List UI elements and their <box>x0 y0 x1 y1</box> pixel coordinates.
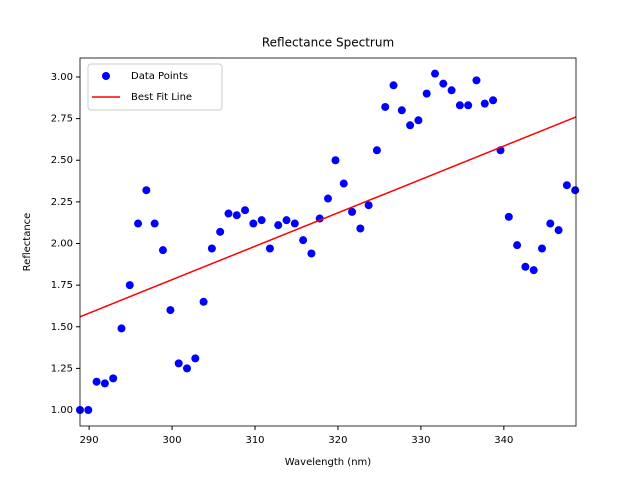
x-tick-label: 340 <box>494 435 513 446</box>
data-point <box>290 219 299 228</box>
data-point <box>100 379 109 388</box>
data-point <box>480 99 489 108</box>
data-point <box>84 406 93 415</box>
data-point <box>381 102 390 111</box>
data-point <box>439 79 448 88</box>
data-point <box>232 211 241 220</box>
data-point <box>174 359 183 368</box>
data-point <box>199 297 208 306</box>
y-tick-label: 2.25 <box>51 197 73 208</box>
data-point <box>117 324 126 333</box>
x-axis-label: Wavelength (nm) <box>285 457 371 468</box>
fit-line <box>80 116 576 318</box>
data-point <box>307 249 316 258</box>
chart-title: Reflectance Spectrum <box>262 36 394 50</box>
legend-label: Data Points <box>131 71 188 82</box>
data-point <box>92 377 101 386</box>
data-point <box>356 224 365 233</box>
data-point <box>554 226 563 235</box>
data-point <box>529 266 538 275</box>
data-point <box>430 69 439 78</box>
legend-label: Best Fit Line <box>131 92 192 103</box>
data-point <box>546 219 555 228</box>
data-point <box>489 96 498 105</box>
y-tick-label: 2.00 <box>51 238 73 249</box>
data-point <box>182 364 191 373</box>
y-tick-label: 1.00 <box>51 405 73 416</box>
x-tick-label: 300 <box>163 435 182 446</box>
data-point <box>324 194 332 203</box>
x-tick-label: 290 <box>80 435 99 446</box>
data-point <box>513 241 522 250</box>
data-point <box>331 156 340 165</box>
data-point <box>134 219 143 228</box>
data-point <box>142 186 151 195</box>
data-point <box>282 216 291 225</box>
y-axis-label: Reflectance <box>22 213 33 272</box>
y-tick-label: 1.25 <box>51 363 73 374</box>
legend-swatch <box>102 72 110 80</box>
data-point <box>191 354 200 363</box>
data-point <box>537 244 546 253</box>
data-point <box>372 146 381 155</box>
data-point <box>265 244 274 253</box>
data-point <box>224 209 233 218</box>
y-tick-label: 2.50 <box>51 155 73 166</box>
data-point <box>389 81 398 90</box>
data-point <box>348 207 357 216</box>
data-point <box>455 101 464 110</box>
y-tick-label: 3.00 <box>51 72 73 83</box>
x-tick-label: 310 <box>245 435 264 446</box>
data-point <box>406 121 415 130</box>
data-point <box>257 216 266 225</box>
data-point <box>504 212 513 221</box>
x-tick-label: 330 <box>411 435 430 446</box>
data-point <box>249 219 258 228</box>
data-point <box>216 227 225 236</box>
data-point <box>207 244 216 253</box>
x-tick-label: 320 <box>328 435 347 446</box>
data-point <box>109 374 118 383</box>
data-point <box>414 116 423 125</box>
data-point <box>339 179 348 188</box>
y-tick-label: 1.75 <box>51 280 73 291</box>
data-point <box>472 76 481 85</box>
plot-frame <box>79 57 577 427</box>
data-point <box>571 186 580 195</box>
y-tick-label: 2.75 <box>51 114 73 125</box>
data-point <box>562 181 571 190</box>
data-point <box>241 206 250 215</box>
y-tick-label: 1.50 <box>51 322 73 333</box>
data-point <box>364 201 373 210</box>
data-point <box>150 219 159 228</box>
data-point <box>299 236 308 245</box>
data-point <box>464 101 473 110</box>
data-point <box>274 221 283 230</box>
legend-box <box>87 63 223 111</box>
data-point <box>125 281 134 290</box>
data-point <box>422 89 431 98</box>
data-point <box>521 262 530 271</box>
data-point <box>447 86 456 95</box>
data-point <box>166 306 175 315</box>
data-point <box>158 246 167 255</box>
data-point <box>397 106 406 115</box>
